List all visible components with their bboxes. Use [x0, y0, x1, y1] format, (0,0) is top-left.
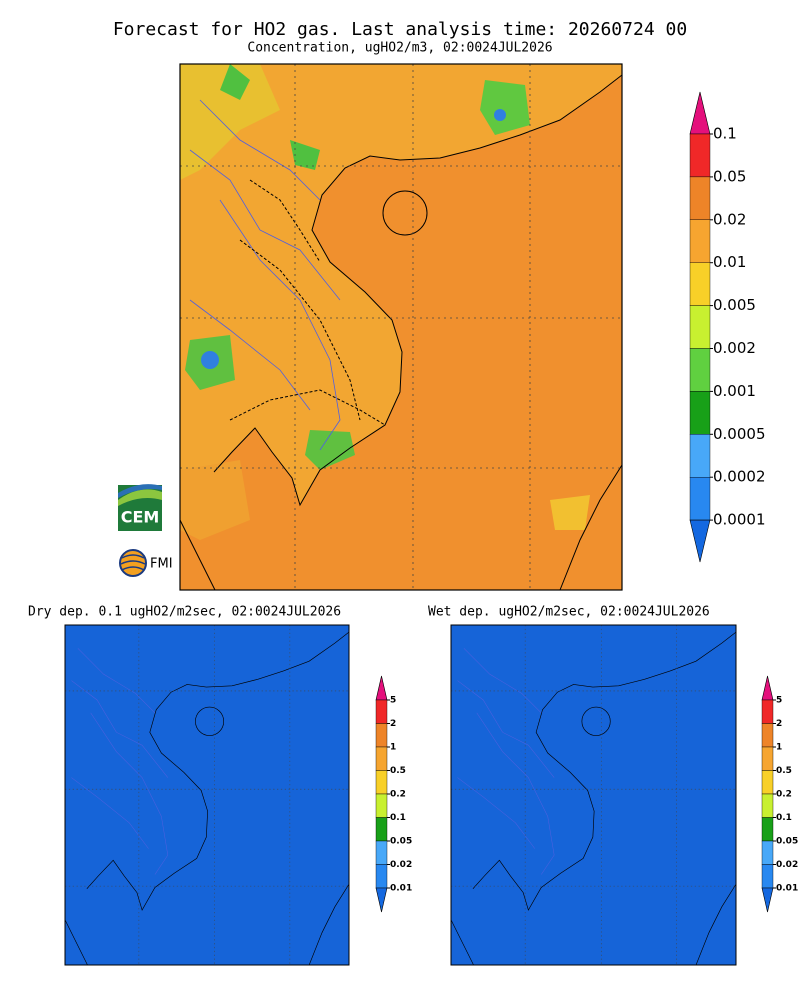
colorbar-label: 0.01 [776, 884, 798, 894]
colorbar-segment [689, 219, 711, 263]
dry-deposition-map [64, 624, 350, 966]
colorbar-segment [375, 793, 388, 818]
colorbar-label: 0.01 [390, 884, 412, 894]
title: Forecast for HO2 gas. Last analysis time… [113, 19, 687, 40]
colorbar-segment [375, 864, 388, 889]
colorbar-label: 0.0005 [713, 425, 766, 443]
logo-text: FMI [150, 557, 173, 572]
colorbar-segment [689, 305, 711, 349]
logo-text: CEM [121, 508, 160, 527]
colorbar-label: 2 [390, 719, 396, 729]
colorbar-segment [375, 817, 388, 842]
colorbar-segment [375, 723, 388, 748]
colorbar-label: 0.5 [390, 766, 406, 776]
colorbar-segment [761, 746, 774, 771]
colorbar-label: 1 [390, 743, 396, 753]
colorbar-arrow [761, 887, 774, 913]
colorbar-segment [689, 133, 711, 178]
colorbar-segment [689, 434, 711, 478]
colorbar-label: 0.02 [776, 860, 798, 870]
colorbar-label: 0.001 [713, 382, 756, 400]
colorbar-label: 0.0001 [713, 511, 766, 529]
colorbar-segment [375, 770, 388, 795]
colorbar-segment [689, 391, 711, 435]
panel-subtitle: Concentration, ugHO2/m3, 02:0024JUL2026 [247, 41, 552, 56]
colorbar-arrow [689, 519, 711, 563]
colorbar-label: 0.005 [713, 296, 756, 314]
colorbar-label: 2 [776, 719, 782, 729]
colorbar-label: 0.01 [713, 253, 746, 271]
colorbar-arrow [375, 675, 388, 701]
colorbar-segment [689, 348, 711, 392]
colorbar-segment [375, 840, 388, 865]
colorbar-label: 0.05 [776, 837, 798, 847]
fmi-logo: FMI [119, 549, 173, 577]
colorbar-arrow [761, 675, 774, 701]
colorbar-label: 0.02 [390, 860, 412, 870]
panel-subtitle: Dry dep. 0.1 ugHO2/m2sec, 02:0024JUL2026 [28, 605, 341, 620]
cem-logo: CEM [118, 484, 162, 531]
colorbar-segment [689, 477, 711, 521]
colorbar-segment [761, 699, 774, 724]
colorbar-label: 0.1 [776, 813, 792, 823]
concentration-map [179, 63, 623, 591]
colorbar-segment [761, 770, 774, 795]
colorbar-label: 0.1 [713, 125, 737, 143]
colorbar-label: 1 [776, 743, 782, 753]
colorbar-label: 0.002 [713, 339, 756, 357]
colorbar-segment [375, 746, 388, 771]
colorbar-label: 0.1 [390, 813, 406, 823]
colorbar-segment [689, 262, 711, 306]
colorbar-label: 5 [776, 696, 782, 706]
colorbar-segment [761, 793, 774, 818]
colorbar-arrow [689, 91, 711, 135]
colorbar-segment [689, 176, 711, 220]
colorbar-segment [375, 699, 388, 724]
colorbar-label: 0.0002 [713, 468, 766, 486]
colorbar-label: 0.5 [776, 766, 792, 776]
colorbar-label: 5 [390, 696, 396, 706]
panel-subtitle: Wet dep. ugHO2/m2sec, 02:0024JUL2026 [428, 605, 710, 620]
colorbar-label: 0.05 [390, 837, 412, 847]
colorbar-label: 0.2 [776, 790, 792, 800]
colorbar-segment [761, 817, 774, 842]
colorbar-segment [761, 864, 774, 889]
colorbar-segment [761, 723, 774, 748]
colorbar-label: 0.2 [390, 790, 406, 800]
wet-deposition-map [450, 624, 737, 966]
colorbar-segment [761, 840, 774, 865]
colorbar-label: 0.02 [713, 210, 746, 228]
colorbar-label: 0.05 [713, 167, 746, 185]
colorbar-arrow [375, 887, 388, 913]
